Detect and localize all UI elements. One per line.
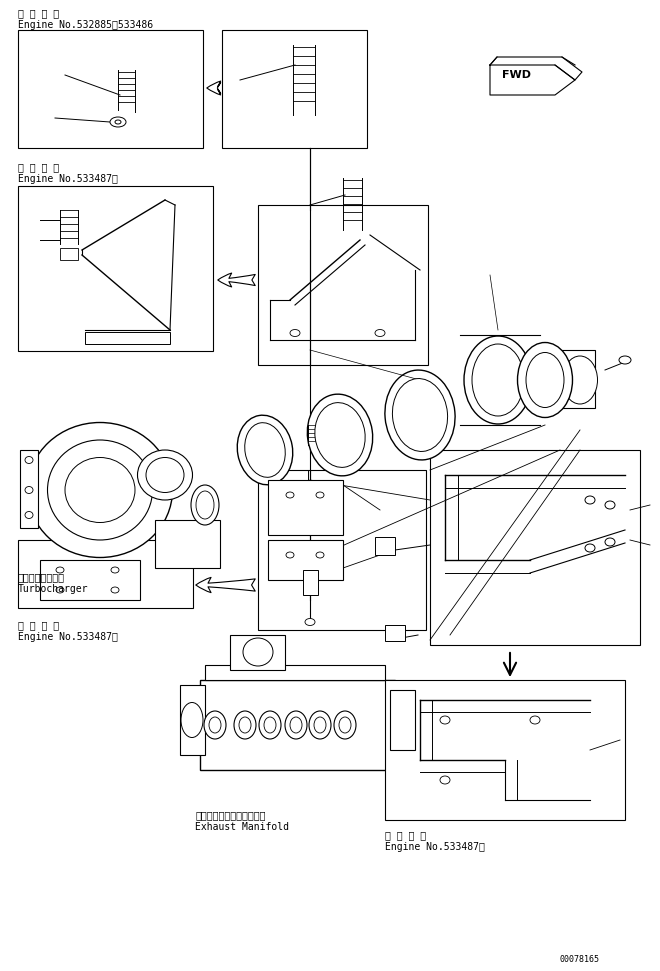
Bar [303,570,318,595]
Ellipse shape [209,717,221,733]
Ellipse shape [305,619,315,625]
Text: 適 用 号 機: 適 用 号 機 [18,8,59,18]
Text: Engine No.533487～: Engine No.533487～ [18,632,118,642]
Bar [205,665,385,680]
Text: 適 用 号 機: 適 用 号 機 [18,620,59,630]
Ellipse shape [25,456,33,463]
Ellipse shape [526,352,564,408]
Ellipse shape [25,486,33,493]
Ellipse shape [111,567,119,573]
Ellipse shape [585,544,595,552]
Text: 00078165: 00078165 [560,955,600,964]
Ellipse shape [56,567,64,573]
Ellipse shape [314,717,326,733]
Ellipse shape [115,120,121,124]
Ellipse shape [285,711,307,739]
Ellipse shape [56,587,64,593]
Ellipse shape [605,501,615,509]
Bar [18,30,203,148]
Ellipse shape [286,552,294,558]
Ellipse shape [204,711,226,739]
Ellipse shape [440,776,450,784]
Ellipse shape [234,711,256,739]
Ellipse shape [464,336,532,424]
Bar [390,690,415,750]
Ellipse shape [304,487,312,493]
Bar [430,450,640,645]
Ellipse shape [472,344,524,416]
Bar [258,470,426,630]
Ellipse shape [110,117,126,127]
Ellipse shape [309,711,331,739]
Ellipse shape [137,450,193,500]
Ellipse shape [146,457,184,492]
Ellipse shape [339,717,351,733]
Ellipse shape [585,496,595,504]
Ellipse shape [111,587,119,593]
Ellipse shape [290,329,300,337]
Ellipse shape [393,379,447,452]
Bar [180,685,205,755]
Text: 適 用 号 機: 適 用 号 機 [18,162,59,172]
Ellipse shape [243,638,273,666]
Bar [18,186,213,351]
Bar [268,540,343,580]
Ellipse shape [316,492,324,498]
Ellipse shape [530,716,540,724]
Bar [20,450,38,528]
Ellipse shape [25,512,33,519]
Ellipse shape [308,394,373,476]
Ellipse shape [239,717,251,733]
Ellipse shape [315,403,365,467]
Ellipse shape [28,422,172,557]
Ellipse shape [440,716,450,724]
Text: Turbocharger: Turbocharger [18,584,88,594]
Bar [40,560,140,600]
Text: エキゾーストマニホールド: エキゾーストマニホールド [195,810,265,820]
Ellipse shape [316,552,324,558]
Text: ターボチャージャ: ターボチャージャ [18,572,65,582]
Ellipse shape [385,370,455,460]
Text: Exhaust Manifold: Exhaust Manifold [195,822,289,832]
Polygon shape [490,65,575,95]
Polygon shape [490,57,582,80]
Bar [200,680,395,770]
Bar [258,205,428,365]
Bar [222,30,367,148]
Ellipse shape [264,717,276,733]
Ellipse shape [196,491,214,519]
Bar [85,332,170,344]
Ellipse shape [605,538,615,546]
Ellipse shape [259,711,281,739]
Ellipse shape [181,702,203,738]
Ellipse shape [237,416,293,485]
Ellipse shape [334,711,356,739]
Bar [230,635,285,670]
Bar [545,350,595,408]
Bar [385,680,625,820]
Ellipse shape [65,457,135,522]
Text: Engine No.533487～: Engine No.533487～ [18,174,118,184]
Ellipse shape [619,356,631,364]
Ellipse shape [517,343,572,418]
Ellipse shape [562,356,597,404]
Bar [375,537,395,555]
Bar [155,520,220,568]
Bar [18,540,193,608]
Text: Engine No.533487～: Engine No.533487～ [385,842,485,852]
Ellipse shape [375,329,385,337]
Ellipse shape [245,422,285,478]
Bar [268,480,343,535]
Ellipse shape [48,440,152,540]
Ellipse shape [290,717,302,733]
Ellipse shape [191,485,219,525]
Bar [60,248,78,260]
Text: 適 用 号 機: 適 用 号 機 [385,830,426,840]
Text: FWD: FWD [502,70,531,80]
Bar [385,625,405,641]
Ellipse shape [286,492,294,498]
Text: Engine No.532885～533486: Engine No.532885～533486 [18,20,153,30]
